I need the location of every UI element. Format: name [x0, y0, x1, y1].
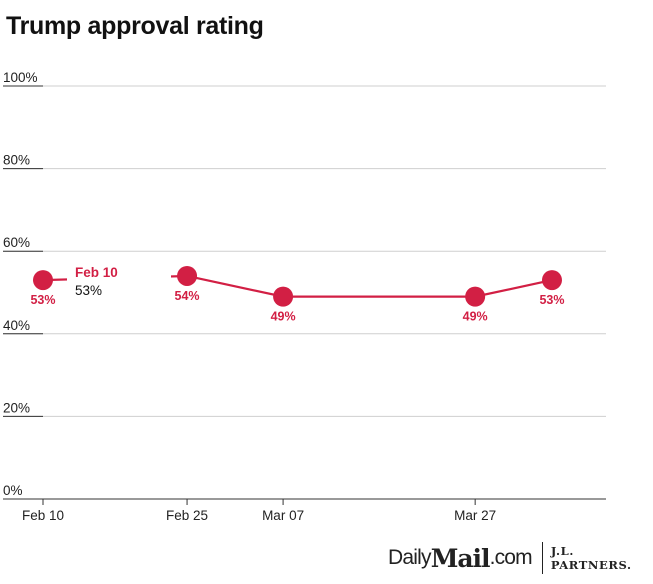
- series-approval: 53% 54% 49% 49% 53%: [30, 265, 564, 324]
- y-tick-label: 60%: [3, 235, 30, 250]
- x-tick-label: Mar 07: [262, 508, 304, 523]
- hover-tooltip: Feb 10 53%: [67, 260, 171, 301]
- data-point: [177, 265, 198, 286]
- brand-logos: Daily Mail .com J.L. PARTNERS.: [388, 540, 632, 576]
- jl-partners-line2: PARTNERS.: [550, 558, 632, 572]
- data-point: [273, 286, 294, 307]
- data-point: [541, 270, 562, 291]
- data-point: [465, 286, 486, 307]
- tooltip-date: Feb 10: [75, 265, 118, 280]
- chart-title: Trump approval rating: [6, 12, 264, 40]
- y-tick-label: 100%: [3, 70, 38, 85]
- data-label: 49%: [271, 310, 296, 324]
- data-label: 53%: [539, 293, 564, 307]
- y-tick-label: 0%: [3, 483, 23, 498]
- data-point: [33, 270, 53, 291]
- logo-separator: [541, 542, 543, 574]
- y-tick-label: 80%: [3, 153, 30, 168]
- y-tick-label: 20%: [3, 400, 30, 415]
- y-tick-label: 40%: [3, 318, 30, 333]
- dailymail-logo-com: .com: [489, 546, 533, 569]
- data-label: 53%: [30, 293, 55, 307]
- x-tick-label: Feb 25: [166, 508, 208, 523]
- grid-lines: [3, 85, 606, 500]
- x-tick-label: Feb 10: [22, 508, 64, 523]
- data-label: 54%: [175, 289, 200, 303]
- dailymail-logo-daily: Daily: [388, 546, 431, 569]
- approval-chart: 0% 20% 40% 60% 80% 100% Feb 10 Feb 25 Mar 07 Mar…: [3, 70, 606, 523]
- dailymail-logo-mail: Mail: [430, 543, 491, 573]
- x-axis-ticks: Feb 10 Feb 25 Mar 07 Mar 27: [22, 499, 496, 523]
- data-label: 49%: [463, 310, 488, 324]
- tooltip-box: [67, 260, 171, 301]
- x-tick-label: Mar 27: [454, 508, 496, 523]
- tooltip-value: 53%: [75, 283, 102, 298]
- y-axis-ticks: 0% 20% 40% 60% 80% 100%: [3, 70, 38, 498]
- jl-partners-logo: J.L. PARTNERS.: [551, 544, 632, 572]
- jl-partners-line1: J.L.: [550, 544, 574, 558]
